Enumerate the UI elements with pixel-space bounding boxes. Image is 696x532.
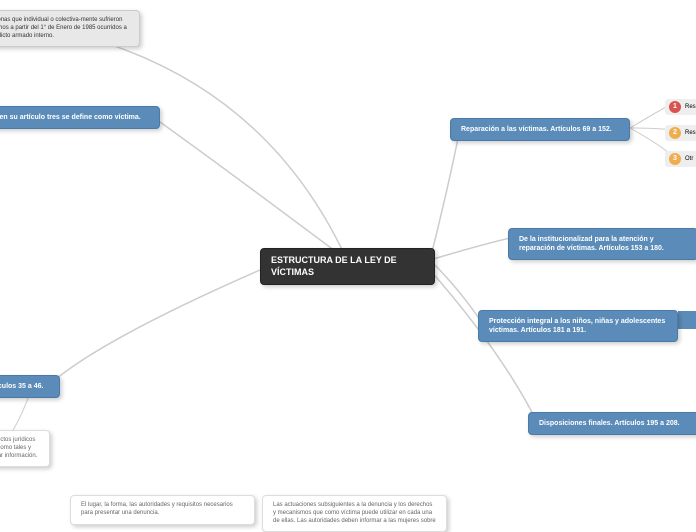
node-text: La ley 1448 de 2011, en su artículo tres… bbox=[0, 114, 141, 121]
list-item-label: Res bbox=[685, 104, 696, 110]
node-text: Derechos de los artículos 35 a 46. bbox=[0, 383, 43, 390]
list-item-label: Res bbox=[685, 130, 696, 136]
node-text: Aquellas personas que individual o colec… bbox=[0, 17, 127, 39]
node-institucional[interactable]: De la institucionalizad para la atención… bbox=[508, 228, 696, 260]
list-item-3[interactable]: 3 Otr bbox=[665, 151, 696, 167]
node-proteccion[interactable]: Protección integral a los niños, niñas y… bbox=[478, 310, 678, 342]
node-reparacion[interactable]: Reparación a las víctimas. Artículos 69 … bbox=[450, 118, 630, 141]
node-informados[interactable]: Ser informados de todos los aspectos jur… bbox=[0, 430, 50, 467]
node-text: Reparación a las víctimas. Artículos 69 … bbox=[461, 126, 612, 133]
center-node[interactable]: ESTRUCTURA DE LA LEY DE VÍCTIMAS bbox=[260, 248, 435, 285]
node-ley-1448[interactable]: La ley 1448 de 2011, en su artículo tres… bbox=[0, 106, 160, 129]
list-container: 1 Res 2 Res 3 Otr bbox=[665, 97, 696, 169]
node-derechos[interactable]: Derechos de los artículos 35 a 46. bbox=[0, 375, 60, 398]
badge-3-icon: 3 bbox=[669, 153, 681, 165]
node-text: Disposiciones finales. Artículos 195 a 2… bbox=[539, 420, 680, 427]
node-text: Ser informados de todos los aspectos jur… bbox=[0, 437, 37, 459]
list-item-label: Otr bbox=[685, 156, 693, 162]
node-victim-definition-detail[interactable]: Aquellas personas que individual o colec… bbox=[0, 10, 140, 47]
badge-1-icon: 1 bbox=[669, 101, 681, 113]
node-text: Protección integral a los niños, niñas y… bbox=[489, 318, 665, 334]
node-disposiciones[interactable]: Disposiciones finales. Artículos 195 a 2… bbox=[528, 412, 696, 435]
node-actuaciones[interactable]: Las actuaciones subsiguientes a la denun… bbox=[262, 495, 447, 532]
badge-2-icon: 2 bbox=[669, 127, 681, 139]
node-text: El lugar, la forma, las autoridades y re… bbox=[81, 502, 233, 516]
node-lugar-forma[interactable]: El lugar, la forma, las autoridades y re… bbox=[70, 495, 255, 525]
node-text: Las actuaciones subsiguientes a la denun… bbox=[273, 502, 436, 524]
list-item-2[interactable]: 2 Res bbox=[665, 125, 696, 141]
list-item-1[interactable]: 1 Res bbox=[665, 99, 696, 115]
center-title: ESTRUCTURA DE LA LEY DE VÍCTIMAS bbox=[271, 255, 397, 277]
node-text: De la institucionalizad para la atención… bbox=[519, 236, 664, 252]
